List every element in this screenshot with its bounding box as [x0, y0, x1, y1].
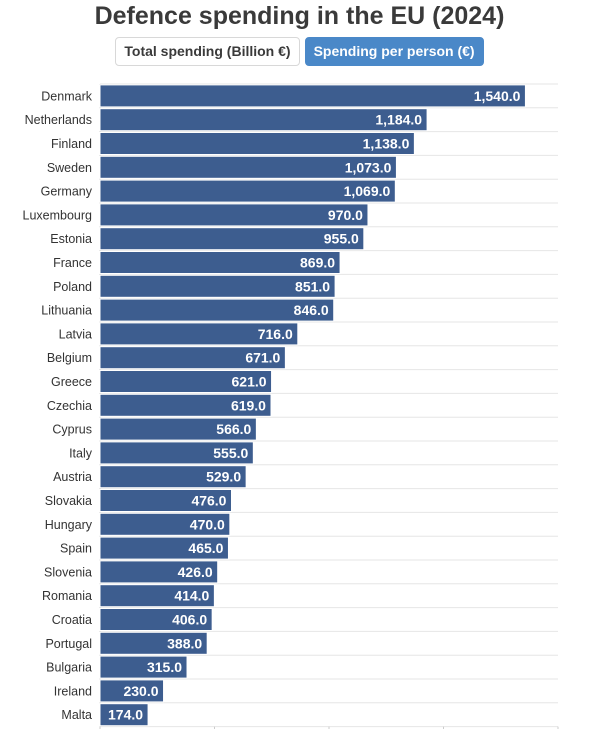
value-label: 869.0: [300, 255, 335, 271]
category-label: Finland: [51, 137, 92, 151]
bar-lithuania[interactable]: [99, 298, 335, 322]
value-label: 566.0: [216, 421, 251, 437]
bar-malta[interactable]: [99, 703, 149, 727]
value-label: 470.0: [190, 516, 225, 532]
value-label: 851.0: [295, 278, 330, 294]
value-label: 476.0: [191, 493, 226, 509]
value-label: 555.0: [213, 445, 248, 461]
category-label: Estonia: [50, 232, 92, 246]
bar-denmark[interactable]: [99, 84, 526, 108]
category-label: Poland: [53, 280, 92, 294]
bar-czechia[interactable]: [99, 393, 272, 417]
bar-slovakia[interactable]: [99, 489, 232, 512]
category-label: Portugal: [45, 637, 92, 651]
bar-estonia[interactable]: [99, 227, 365, 251]
value-label: 619.0: [231, 397, 266, 413]
category-label: Slovenia: [44, 565, 92, 579]
category-label: Latvia: [59, 327, 92, 341]
category-label: Netherlands: [25, 113, 92, 127]
tab-spending-per-person[interactable]: Spending per person (€): [304, 37, 484, 66]
value-label: 846.0: [294, 302, 329, 318]
category-label: Italy: [69, 446, 93, 460]
value-label: 1,184.0: [375, 112, 422, 128]
value-label: 406.0: [172, 612, 207, 628]
bar-bulgaria[interactable]: [99, 655, 188, 679]
value-label: 970.0: [328, 207, 363, 223]
category-label: Slovakia: [45, 494, 92, 508]
category-label: Lithuania: [41, 304, 92, 318]
category-label: Austria: [53, 470, 92, 484]
bar-luxembourg[interactable]: [99, 203, 369, 227]
category-label: Cyprus: [52, 423, 92, 437]
category-label: France: [53, 256, 92, 270]
value-label: 671.0: [245, 350, 280, 366]
category-label: Croatia: [52, 613, 92, 627]
category-label: Germany: [41, 185, 93, 199]
bar-netherlands[interactable]: [99, 108, 428, 132]
bar-germany[interactable]: [99, 179, 396, 203]
bar-croatia[interactable]: [99, 608, 213, 631]
value-label: 465.0: [188, 540, 223, 556]
bar-ireland[interactable]: [99, 679, 165, 703]
value-label: 1,069.0: [344, 183, 391, 199]
value-label: 716.0: [258, 326, 293, 342]
category-label: Hungary: [45, 518, 93, 532]
bar-poland[interactable]: [99, 274, 336, 298]
value-label: 230.0: [123, 683, 158, 699]
bar-romania[interactable]: [99, 584, 215, 608]
bar-italy[interactable]: [99, 441, 254, 465]
chart-title: Defence spending in the EU (2024): [94, 2, 505, 30]
bar-hungary[interactable]: [99, 512, 231, 536]
category-label: Greece: [51, 375, 92, 389]
value-label: 388.0: [167, 635, 202, 651]
value-label: 955.0: [324, 231, 359, 247]
bar-greece[interactable]: [99, 370, 273, 393]
tab-total-spending[interactable]: Total spending (Billion €): [115, 37, 300, 66]
bar-finland[interactable]: [99, 132, 415, 155]
bar-cyprus[interactable]: [99, 417, 257, 441]
metric-toggle: Total spending (Billion €) Spending per …: [0, 37, 599, 66]
bar-sweden[interactable]: [99, 155, 397, 179]
category-label: Romania: [42, 589, 92, 603]
bar-slovenia[interactable]: [99, 560, 219, 584]
category-label: Czechia: [47, 399, 92, 413]
category-label: Sweden: [47, 161, 92, 175]
bar-france[interactable]: [99, 251, 341, 274]
bar-spain[interactable]: [99, 536, 229, 560]
bar-latvia[interactable]: [99, 322, 299, 346]
bar-portugal[interactable]: [99, 631, 208, 655]
value-label: 414.0: [174, 588, 209, 604]
value-label: 1,540.0: [474, 88, 521, 104]
category-label: Spain: [60, 542, 92, 556]
value-label: 621.0: [232, 374, 267, 390]
value-label: 1,073.0: [345, 159, 392, 175]
value-label: 315.0: [147, 659, 182, 675]
bar-belgium[interactable]: [99, 346, 286, 370]
category-label: Belgium: [47, 351, 92, 365]
category-label: Denmark: [41, 89, 92, 103]
value-label: 174.0: [108, 707, 143, 723]
category-label: Luxembourg: [23, 208, 93, 222]
value-label: 529.0: [206, 469, 241, 485]
value-label: 426.0: [178, 564, 213, 580]
bar-austria[interactable]: [99, 465, 247, 489]
category-label: Ireland: [54, 684, 92, 698]
category-label: Malta: [61, 708, 92, 722]
value-label: 1,138.0: [363, 136, 410, 152]
category-label: Bulgaria: [46, 661, 92, 675]
